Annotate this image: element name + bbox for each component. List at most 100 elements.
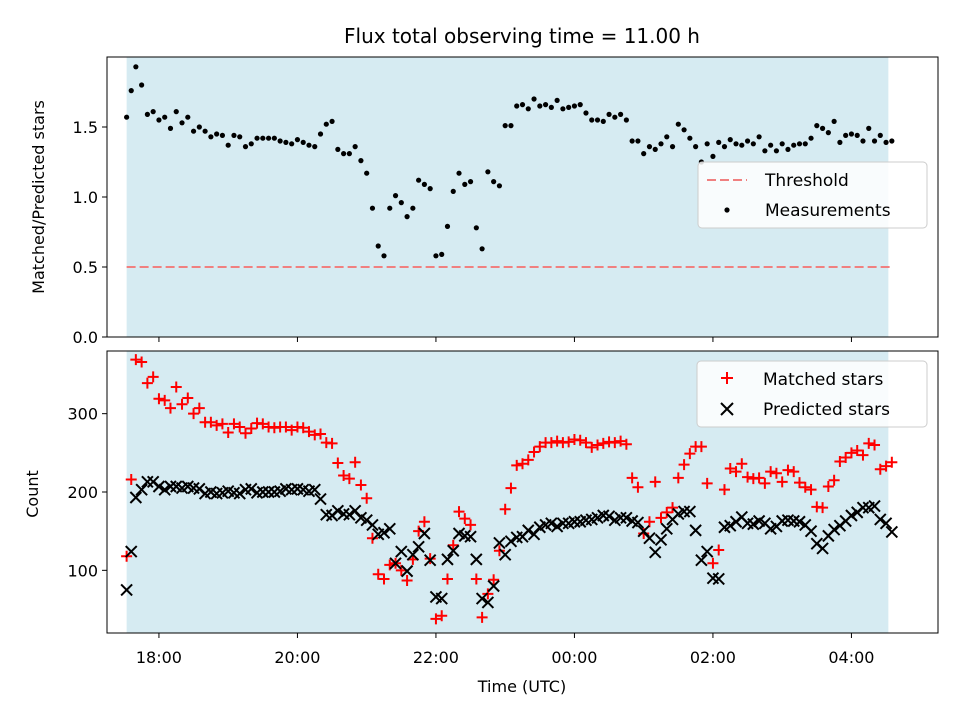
- measurement-point: [467, 179, 474, 185]
- measurement-point: [693, 144, 699, 150]
- measurement-point: [242, 144, 249, 150]
- predicted-star-marker: [689, 524, 702, 537]
- predicted-star-marker: [481, 596, 495, 609]
- matched-star-marker: [667, 502, 679, 514]
- measurement-point: [387, 205, 393, 211]
- matched-star-marker: [234, 421, 246, 433]
- predicted-star-marker: [874, 513, 887, 526]
- measurement-point: [843, 132, 849, 138]
- measurement-point: [502, 123, 508, 129]
- legend-predicted-label: Predicted stars: [763, 400, 890, 420]
- measurement-point: [756, 134, 762, 140]
- measurement-point: [687, 135, 693, 141]
- measurement-point: [427, 186, 433, 192]
- measurement-point: [571, 103, 578, 109]
- measurement-point: [156, 117, 162, 123]
- matched-star-marker: [718, 484, 730, 496]
- measurement-point: [450, 188, 456, 194]
- predicted-star-marker: [493, 536, 506, 550]
- predicted-star-marker: [816, 542, 829, 555]
- matched-star-marker: [863, 437, 875, 449]
- bottom-legend: Matched stars Predicted stars: [696, 360, 928, 428]
- matched-star-marker: [620, 438, 632, 450]
- measurement-point: [612, 114, 618, 120]
- measurement-point: [768, 142, 774, 148]
- predicted-star-marker: [568, 515, 581, 528]
- matched-star-marker: [459, 513, 471, 525]
- matched-star-marker: [245, 423, 257, 435]
- matched-star-marker: [476, 611, 488, 623]
- measurement-point: [814, 123, 820, 129]
- predicted-star-marker: [418, 527, 431, 540]
- matched-star-marker: [880, 460, 892, 472]
- matched-star-marker: [672, 472, 684, 484]
- matched-star-marker: [447, 539, 459, 551]
- matched-star-marker: [765, 466, 777, 478]
- measurement-point: [439, 251, 445, 257]
- matched-star-marker: [742, 471, 754, 483]
- measurement-point: [744, 138, 751, 144]
- matched-star-marker: [338, 470, 350, 482]
- measurement-point: [346, 151, 352, 157]
- matched-star-marker: [736, 458, 748, 470]
- legend-threshold-label: Threshold: [764, 171, 849, 191]
- matched-star-marker: [851, 444, 863, 456]
- matched-star-marker: [545, 437, 557, 449]
- measurement-point: [323, 121, 329, 127]
- matched-star-marker: [776, 476, 788, 488]
- measurement-point: [433, 253, 439, 259]
- matched-star-marker: [488, 574, 500, 586]
- predicted-star-marker: [602, 510, 616, 523]
- matched-star-marker: [401, 575, 413, 587]
- matched-star-marker: [701, 477, 713, 489]
- matched-star-marker: [170, 381, 182, 393]
- matched-star-marker: [499, 503, 511, 515]
- predicted-star-marker: [470, 553, 483, 566]
- predicted-star-marker: [423, 553, 437, 567]
- measurement-point: [128, 88, 134, 94]
- measurement-point: [629, 138, 635, 144]
- matched-star-marker: [228, 418, 240, 430]
- measurement-point: [150, 109, 156, 115]
- measurement-point: [190, 128, 197, 134]
- measurement-point: [196, 124, 202, 130]
- matched-star-marker: [799, 481, 811, 493]
- measurement-point: [283, 139, 289, 145]
- measurement-point: [219, 132, 226, 138]
- bottom-x-tick-label: 18:00: [136, 648, 182, 667]
- measurement-point: [375, 243, 381, 249]
- matched-star-marker: [182, 392, 194, 404]
- predicted-star-marker: [464, 530, 477, 543]
- matched-star-marker: [834, 455, 846, 467]
- measurement-point: [641, 151, 647, 157]
- predicted-star-marker: [152, 480, 166, 493]
- matched-star-marker: [176, 398, 188, 410]
- matched-star-marker: [164, 402, 176, 414]
- matched-star-marker: [886, 456, 898, 468]
- matched-star-marker: [770, 467, 782, 479]
- measurement-point: [410, 205, 416, 211]
- matched-stars-points: [121, 354, 898, 625]
- measurement-point: [265, 135, 272, 141]
- measurement-point: [335, 146, 341, 152]
- predicted-star-marker: [233, 487, 246, 500]
- measurement-point: [548, 104, 554, 110]
- matched-star-marker: [326, 437, 338, 449]
- bottom-x-tick-label: 20:00: [274, 648, 320, 667]
- measurement-point: [577, 102, 583, 108]
- matched-star-marker: [366, 532, 378, 544]
- measurement-point: [508, 123, 514, 129]
- measurement-point: [635, 138, 641, 144]
- predicted-star-marker: [441, 553, 454, 566]
- bottom-y-axis-label: Count: [23, 470, 42, 518]
- matched-star-marker: [378, 573, 390, 585]
- measurement-point: [139, 82, 145, 88]
- predicted-star-marker: [343, 508, 356, 521]
- measurement-point: [600, 118, 606, 124]
- predicted-star-marker: [447, 544, 460, 557]
- measurement-point: [514, 103, 520, 109]
- matched-star-marker: [332, 457, 344, 469]
- predicted-star-marker: [700, 545, 714, 558]
- legend-measurements-label: Measurements: [765, 201, 891, 221]
- measurement-point: [133, 64, 139, 70]
